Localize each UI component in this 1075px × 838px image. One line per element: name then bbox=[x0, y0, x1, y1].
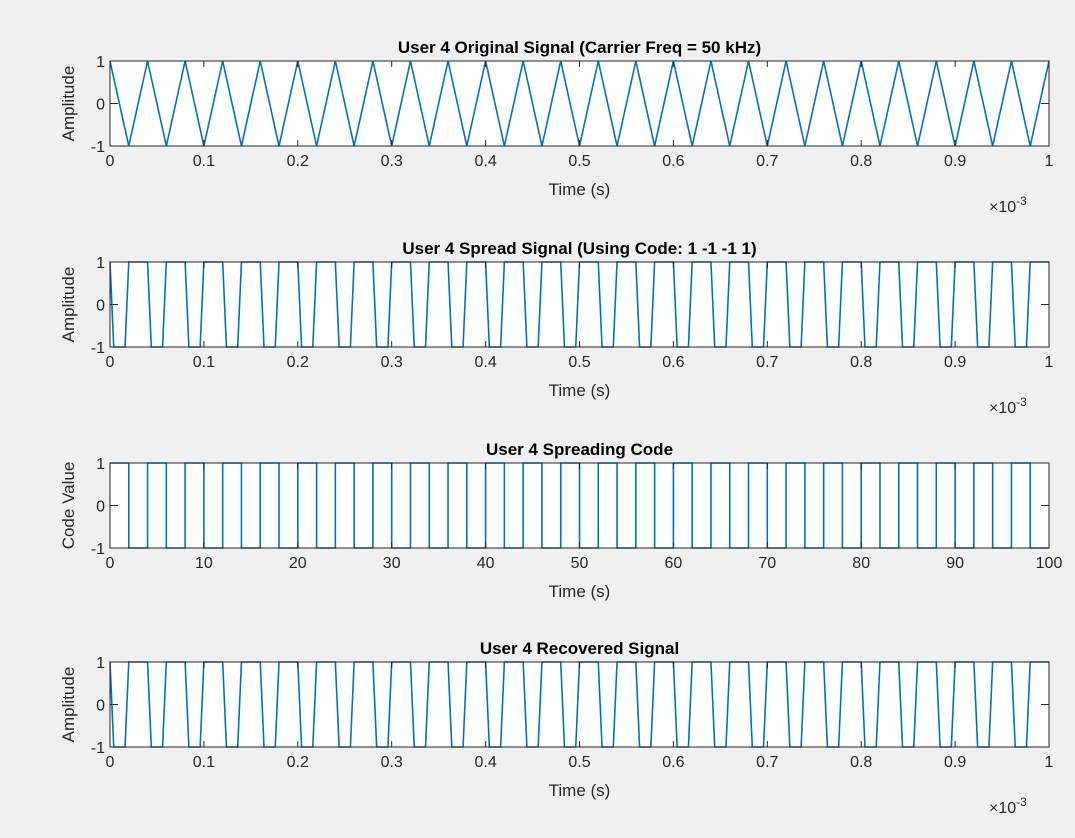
x-tick-label: 0.4 bbox=[474, 153, 496, 170]
x-tick-label: 0.7 bbox=[756, 754, 778, 771]
x-tick-label: 0.5 bbox=[568, 153, 590, 170]
y-axis-label: Code Value bbox=[59, 462, 78, 550]
x-tick-label: 0 bbox=[106, 555, 115, 572]
x-tick-label: 50 bbox=[571, 555, 589, 572]
x-tick-label: 0.9 bbox=[944, 754, 966, 771]
x-tick-label: 0 bbox=[106, 354, 115, 371]
y-axis-label: Amplitude bbox=[59, 667, 78, 743]
x-tick-label: 0.1 bbox=[193, 354, 215, 371]
y-tick-label: -1 bbox=[91, 541, 105, 558]
x-tick-label: 0 bbox=[106, 754, 115, 771]
y-tick-label: -1 bbox=[91, 139, 105, 156]
x-tick-label: 0.1 bbox=[193, 153, 215, 170]
x-tick-label: 0.2 bbox=[287, 754, 309, 771]
subplot-title: User 4 Spread Signal (Using Code: 1 -1 -… bbox=[402, 239, 756, 258]
x-tick-label: 100 bbox=[1036, 555, 1063, 572]
x-tick-label: 0.6 bbox=[662, 153, 684, 170]
x-tick-label: 90 bbox=[946, 555, 964, 572]
x-axis-label: Time (s) bbox=[549, 582, 611, 601]
x-tick-label: 0.7 bbox=[756, 153, 778, 170]
y-tick-label: -1 bbox=[91, 340, 105, 357]
x-axis-label: Time (s) bbox=[549, 381, 611, 400]
y-axis-label: Amplitude bbox=[59, 66, 78, 142]
x-tick-label: 0.2 bbox=[287, 354, 309, 371]
y-tick-label: 1 bbox=[96, 456, 105, 473]
x-tick-label: 1 bbox=[1045, 754, 1054, 771]
x-tick-label: 20 bbox=[289, 555, 307, 572]
x-axis-label: Time (s) bbox=[549, 781, 611, 800]
y-tick-label: 1 bbox=[96, 255, 105, 272]
x-tick-label: 0.8 bbox=[850, 754, 872, 771]
x-tick-label: 0.8 bbox=[850, 153, 872, 170]
x-tick-label: 0.2 bbox=[287, 153, 309, 170]
x-tick-label: 0.3 bbox=[381, 153, 403, 170]
x-tick-label: 0.9 bbox=[944, 153, 966, 170]
y-tick-label: 0 bbox=[96, 298, 105, 315]
x-tick-label: 0.7 bbox=[756, 354, 778, 371]
x-tick-label: 30 bbox=[383, 555, 401, 572]
x-tick-label: 0.3 bbox=[381, 354, 403, 371]
y-tick-label: 0 bbox=[96, 499, 105, 516]
x-tick-label: 0.6 bbox=[662, 354, 684, 371]
x-tick-label: 0 bbox=[106, 153, 115, 170]
y-tick-label: -1 bbox=[91, 740, 105, 757]
x-tick-label: 40 bbox=[477, 555, 495, 572]
y-axis-label: Amplitude bbox=[59, 267, 78, 343]
y-tick-label: 0 bbox=[96, 97, 105, 114]
x-tick-label: 0.4 bbox=[474, 754, 496, 771]
subplot-title: User 4 Spreading Code bbox=[486, 440, 673, 459]
x-tick-label: 0.5 bbox=[568, 354, 590, 371]
x-axis-label: Time (s) bbox=[549, 180, 611, 199]
subplot-title: User 4 Original Signal (Carrier Freq = 5… bbox=[398, 38, 761, 57]
x-exponent-label: ×10-3 bbox=[989, 194, 1027, 216]
y-tick-label: 1 bbox=[96, 54, 105, 71]
x-tick-label: 0.9 bbox=[944, 354, 966, 371]
x-tick-label: 60 bbox=[665, 555, 683, 572]
x-tick-label: 70 bbox=[758, 555, 776, 572]
y-tick-label: 0 bbox=[96, 698, 105, 715]
subplot-title: User 4 Recovered Signal bbox=[480, 639, 679, 658]
plot-area bbox=[110, 61, 1049, 146]
x-tick-label: 0.8 bbox=[850, 354, 872, 371]
x-tick-label: 0.3 bbox=[381, 754, 403, 771]
x-tick-label: 0.4 bbox=[474, 354, 496, 371]
x-tick-label: 10 bbox=[195, 555, 213, 572]
x-tick-label: 1 bbox=[1045, 354, 1054, 371]
x-tick-label: 1 bbox=[1045, 153, 1054, 170]
x-tick-label: 0.1 bbox=[193, 754, 215, 771]
x-tick-label: 80 bbox=[852, 555, 870, 572]
x-exponent-label: ×10-3 bbox=[989, 395, 1027, 417]
y-tick-label: 1 bbox=[96, 655, 105, 672]
x-exponent-label: ×10-3 bbox=[989, 795, 1027, 817]
x-tick-label: 0.5 bbox=[568, 754, 590, 771]
x-tick-label: 0.6 bbox=[662, 754, 684, 771]
